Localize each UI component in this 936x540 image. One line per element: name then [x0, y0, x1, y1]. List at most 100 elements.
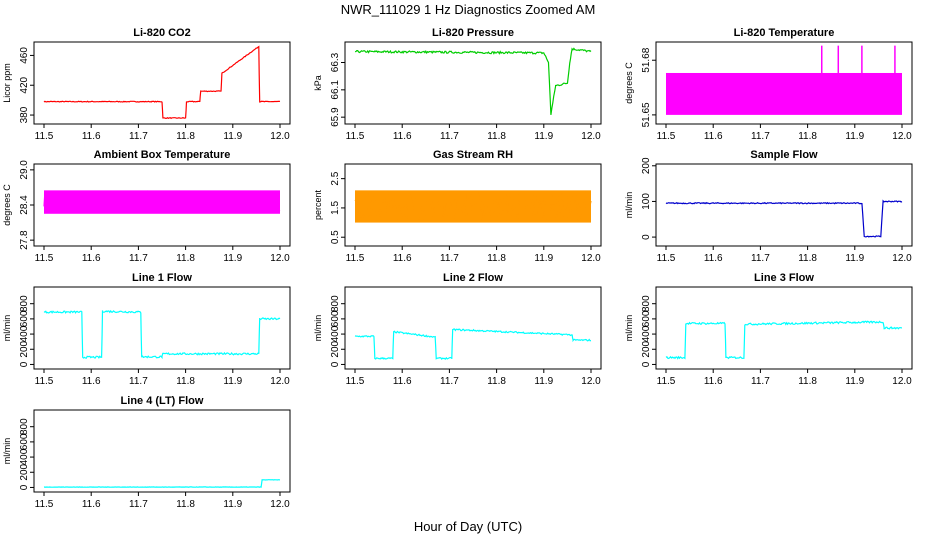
series-line [354, 190, 592, 223]
x-tick-label: 11.9 [223, 499, 242, 510]
x-tick-label: 11.9 [534, 376, 553, 387]
y-tick-label: 51.68 [641, 47, 652, 72]
x-tick-label: 11.8 [176, 253, 195, 264]
x-tick-label: 11.8 [487, 376, 506, 387]
x-tick-label: 11.6 [82, 131, 101, 142]
y-tick-label: 600 [330, 310, 341, 327]
x-tick-label: 11.8 [798, 376, 817, 387]
panel-title: Line 3 Flow [754, 272, 814, 284]
y-tick-label: 400 [19, 448, 30, 465]
x-tick-label: 11.9 [223, 253, 242, 264]
y-axis-label: kPa [313, 75, 323, 91]
x-tick-label: 12.0 [270, 131, 290, 142]
panel-title: Li-820 Temperature [734, 27, 835, 39]
x-tick-label: 11.6 [393, 376, 412, 387]
series-group [354, 190, 592, 223]
y-tick-label: 200 [19, 340, 30, 357]
x-tick-label: 11.6 [704, 253, 723, 264]
panel-ambient-box-temperature: Ambient Box Temperature degrees C 11.5 11.6… [2, 149, 291, 264]
plot-frame [33, 409, 291, 493]
panel-title: Line 2 Flow [443, 272, 503, 284]
y-axis-label: percent [313, 189, 323, 220]
panel-sample-flow: Sample Flow ml/min 11.5 11.6 11.7 11.8 11.9 12.… [624, 149, 913, 264]
x-tick-label: 11.9 [845, 376, 864, 387]
panel-title: Line 4 (LT) Flow [121, 395, 204, 407]
x-tick-label: 11.7 [440, 253, 459, 264]
series-band [666, 72, 902, 115]
x-tick-label: 12.0 [270, 376, 290, 387]
panel-line-2-flow: Line 2 Flow ml/min 11.5 11.6 11.7 11.8 11.9 12.… [313, 272, 602, 387]
y-tick-label: 600 [19, 310, 30, 327]
x-tick-label: 11.8 [176, 131, 195, 142]
y-tick-label: 65.9 [330, 107, 341, 127]
x-tick-label: 11.5 [346, 376, 365, 387]
x-tick-label: 12.0 [892, 131, 912, 142]
series-line [354, 47, 592, 115]
x-tick-label: 11.6 [704, 131, 723, 142]
figure-title: NWR_111029 1 Hz Diagnostics Zoomed AM [341, 2, 596, 17]
x-tick-label: 12.0 [581, 376, 601, 387]
series-line [354, 328, 592, 361]
series-line [665, 199, 903, 238]
x-tick-label: 11.5 [346, 131, 365, 142]
y-tick-label: 66.3 [330, 52, 341, 72]
y-tick-label: 400 [19, 325, 30, 342]
y-tick-label: 2.5 [330, 171, 341, 185]
series-group [43, 309, 281, 360]
x-tick-label: 11.7 [129, 131, 148, 142]
x-tick-label: 11.5 [35, 131, 54, 142]
x-tick-label: 11.5 [657, 376, 676, 387]
y-tick-label: 600 [19, 433, 30, 450]
y-tick-label: 1.5 [330, 201, 341, 215]
x-tick-label: 11.8 [798, 253, 817, 264]
series-line [43, 190, 281, 214]
y-axis-label: degrees C [2, 184, 12, 226]
panel-line-4-lt-flow: Line 4 (LT) Flow ml/min 11.5 11.6 11.7 11.8 11… [2, 395, 291, 510]
panel-gas-stream-rh: Gas Stream RH percent 11.5 11.6 11.7 11.8 11.9… [313, 149, 602, 264]
y-tick-label: 460 [19, 47, 30, 64]
x-tick-label: 12.0 [892, 253, 912, 264]
series-group [43, 45, 281, 120]
x-tick-label: 11.6 [704, 376, 723, 387]
x-tick-label: 11.9 [534, 131, 553, 142]
x-tick-label: 12.0 [270, 253, 290, 264]
x-tick-label: 11.6 [393, 131, 412, 142]
panel-li-820-temperature: Li-820 Temperature degrees C 11.5 11.6 11.7 1… [624, 27, 913, 142]
y-tick-label: 66.1 [330, 80, 341, 100]
plot-frame [344, 163, 602, 247]
x-tick-label: 11.5 [346, 253, 365, 264]
x-tick-label: 11.8 [798, 131, 817, 142]
x-tick-label: 11.7 [440, 376, 459, 387]
y-tick-label: 600 [641, 310, 652, 327]
series-line [43, 45, 281, 120]
x-tick-label: 11.7 [129, 376, 148, 387]
y-axis-label: ml/min [2, 315, 12, 342]
x-tick-label: 11.9 [845, 131, 864, 142]
y-tick-label: 420 [19, 76, 30, 93]
panel-title: Li-820 Pressure [432, 27, 514, 39]
x-tick-label: 11.7 [129, 499, 148, 510]
plot-frame [33, 286, 291, 370]
x-tick-label: 11.7 [129, 253, 148, 264]
y-tick-label: 800 [641, 295, 652, 312]
series-group [43, 190, 281, 214]
y-tick-label: 0 [641, 361, 652, 367]
panel-line-3-flow: Line 3 Flow ml/min 11.5 11.6 11.7 11.8 11.9 12.… [624, 272, 913, 387]
x-tick-label: 11.8 [176, 499, 195, 510]
x-tick-label: 11.7 [751, 131, 770, 142]
series-group [43, 479, 281, 488]
y-tick-label: 400 [641, 325, 652, 342]
series-line [43, 309, 281, 360]
y-tick-label: 0 [19, 361, 30, 367]
y-tick-label: 200 [19, 463, 30, 480]
series-group [666, 45, 902, 115]
x-tick-label: 11.8 [487, 253, 506, 264]
series-line [665, 320, 903, 360]
y-tick-label: 400 [330, 325, 341, 342]
panel-title: Li-820 CO2 [133, 27, 190, 39]
x-tick-label: 12.0 [270, 499, 290, 510]
y-axis-label: degrees C [624, 62, 634, 104]
series-group [354, 47, 592, 115]
y-tick-label: 380 [19, 106, 30, 123]
panel-title: Ambient Box Temperature [94, 149, 231, 161]
